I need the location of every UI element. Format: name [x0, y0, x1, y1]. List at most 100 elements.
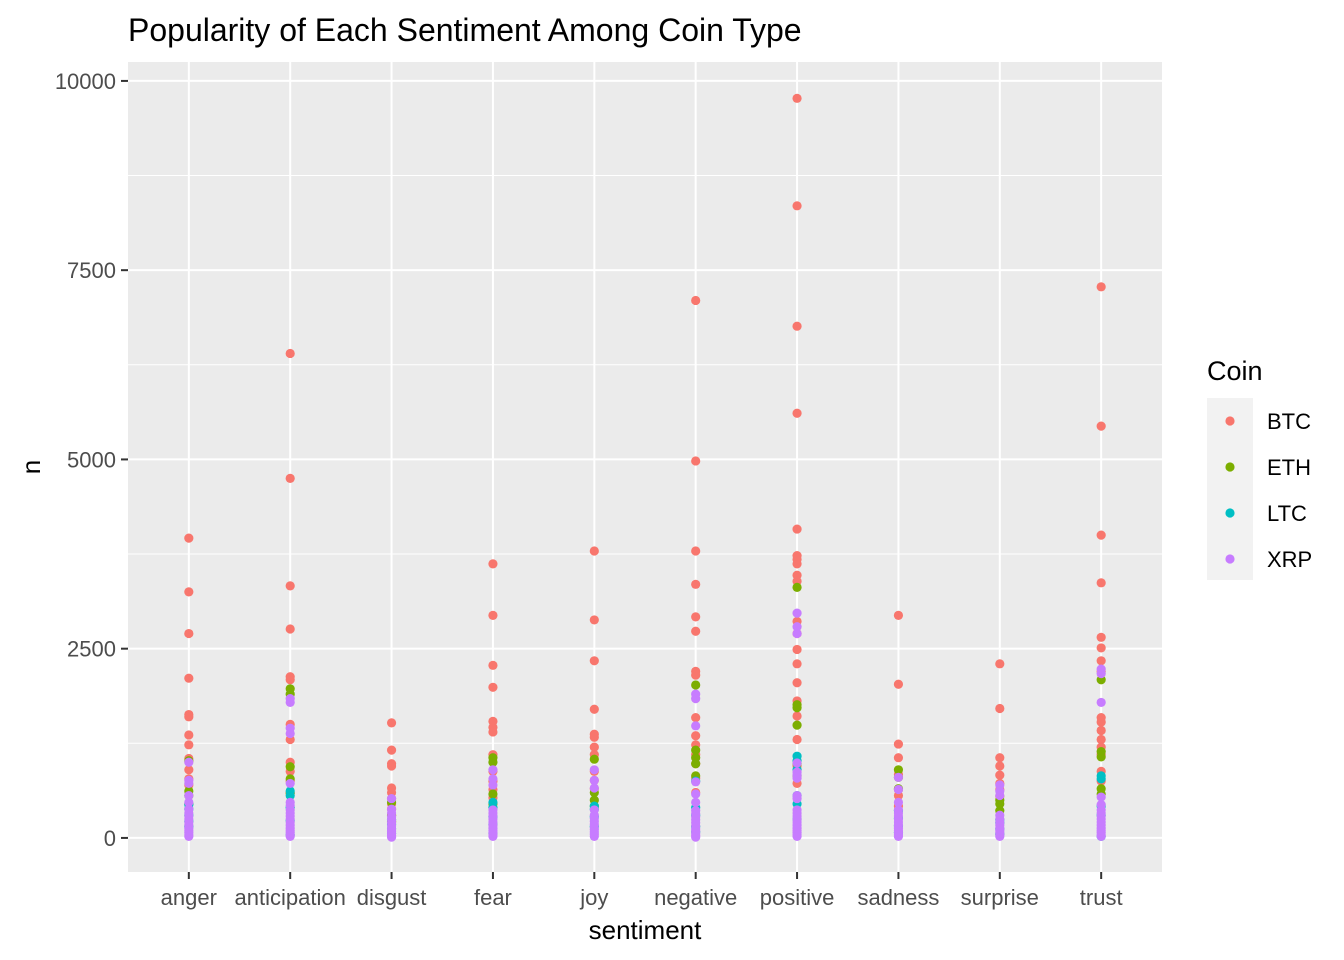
data-point-btc [691, 579, 701, 589]
y-tick-label: 2500 [67, 637, 116, 662]
data-point-eth [792, 720, 802, 730]
data-point-xrp [184, 831, 194, 842]
data-point-btc [893, 739, 904, 749]
data-point-btc [285, 348, 295, 359]
data-point-btc [488, 559, 498, 569]
data-point-xrp [1096, 669, 1106, 679]
data-point-eth [589, 754, 599, 764]
data-point-xrp [285, 831, 295, 842]
data-point-xrp [691, 777, 701, 787]
data-point-xrp [792, 758, 802, 768]
data-point-eth [691, 759, 701, 769]
data-point-eth [893, 765, 904, 775]
data-point-xrp [488, 780, 498, 790]
data-point-xrp [792, 773, 802, 783]
data-point-btc [285, 624, 295, 634]
data-point-btc [792, 408, 802, 418]
y-tick-label: 7500 [67, 258, 116, 283]
data-point-xrp [1096, 697, 1106, 708]
data-point-eth [691, 680, 701, 690]
data-point-btc [285, 581, 295, 591]
data-point-eth [792, 582, 802, 592]
data-point-xrp [1096, 792, 1106, 802]
legend-key-background [1207, 398, 1253, 580]
data-point-btc [589, 732, 599, 742]
data-point-btc [691, 670, 701, 680]
chart-title: Popularity of Each Sentiment Among Coin … [128, 12, 802, 48]
y-tick-label: 5000 [67, 447, 116, 472]
x-tick-label-joy: joy [579, 885, 608, 910]
legend-label-ltc: LTC [1267, 501, 1307, 526]
x-tick-label-negative: negative [654, 885, 737, 910]
legend: Coin BTC ETH LTC XRP [1207, 356, 1312, 580]
data-point-btc [995, 703, 1005, 714]
data-point-btc [184, 533, 194, 543]
data-point-btc [285, 473, 295, 483]
data-point-eth [488, 757, 498, 767]
data-point-ltc [285, 790, 295, 801]
data-point-btc [995, 761, 1005, 771]
data-point-btc [893, 610, 904, 620]
data-point-xrp [589, 765, 599, 775]
data-point-xrp [792, 622, 802, 632]
data-point-btc [792, 711, 802, 721]
data-point-btc [1096, 530, 1106, 540]
data-point-xrp [893, 831, 904, 842]
data-point-xrp [285, 728, 295, 739]
y-tick-label: 10000 [55, 69, 116, 94]
data-point-xrp [488, 831, 498, 842]
data-point-btc [792, 93, 802, 103]
data-point-xrp [691, 832, 701, 842]
data-point-xrp [792, 628, 802, 639]
x-tick-label-anger: anger [161, 885, 217, 910]
data-point-btc [792, 734, 802, 745]
data-point-xrp [792, 793, 802, 804]
x-tick-label-positive: positive [760, 885, 835, 910]
data-point-btc [792, 201, 802, 211]
data-point-btc [1096, 421, 1106, 431]
data-point-xrp [995, 831, 1005, 842]
data-point-btc [488, 727, 498, 737]
axes: 0 2500 5000 7500 10000 anger anticipation disgu… [55, 69, 1123, 910]
data-point-btc [995, 659, 1005, 669]
data-point-btc [792, 524, 802, 534]
data-point-xrp [792, 831, 802, 842]
data-point-xrp [184, 797, 194, 807]
series-xrp [184, 608, 1106, 842]
data-point-xrp [893, 797, 904, 807]
data-point-btc [184, 740, 194, 750]
data-point-btc [184, 712, 194, 722]
data-point-btc [184, 587, 194, 597]
data-point-btc [792, 559, 802, 569]
data-point-btc [386, 745, 397, 755]
data-point-btc [792, 678, 802, 688]
data-point-btc [893, 753, 904, 763]
data-point-xrp [691, 797, 701, 807]
data-point-btc [488, 660, 498, 670]
legend-key-eth [1225, 462, 1235, 472]
data-point-btc [995, 770, 1005, 780]
x-tick-label-surprise: surprise [961, 885, 1039, 910]
data-point-xrp [184, 778, 194, 789]
data-point-xrp [1096, 831, 1106, 842]
data-point-btc [184, 628, 194, 639]
data-point-btc [184, 730, 194, 740]
data-point-btc [488, 610, 498, 620]
data-point-btc [893, 679, 904, 689]
data-point-btc [589, 615, 599, 625]
data-point-xrp [184, 757, 194, 767]
data-point-eth [792, 703, 802, 713]
data-point-btc [1096, 578, 1106, 588]
data-point-btc [488, 682, 498, 692]
data-point-btc [691, 712, 701, 723]
data-point-xrp [893, 784, 904, 795]
data-point-btc [691, 456, 701, 466]
legend-label-xrp: XRP [1267, 547, 1312, 572]
data-point-btc [184, 673, 194, 683]
data-point-xrp [285, 778, 295, 789]
data-point-btc [691, 626, 701, 636]
data-point-btc [1096, 643, 1106, 653]
data-point-xrp [691, 694, 701, 704]
data-point-ltc [1096, 774, 1106, 784]
